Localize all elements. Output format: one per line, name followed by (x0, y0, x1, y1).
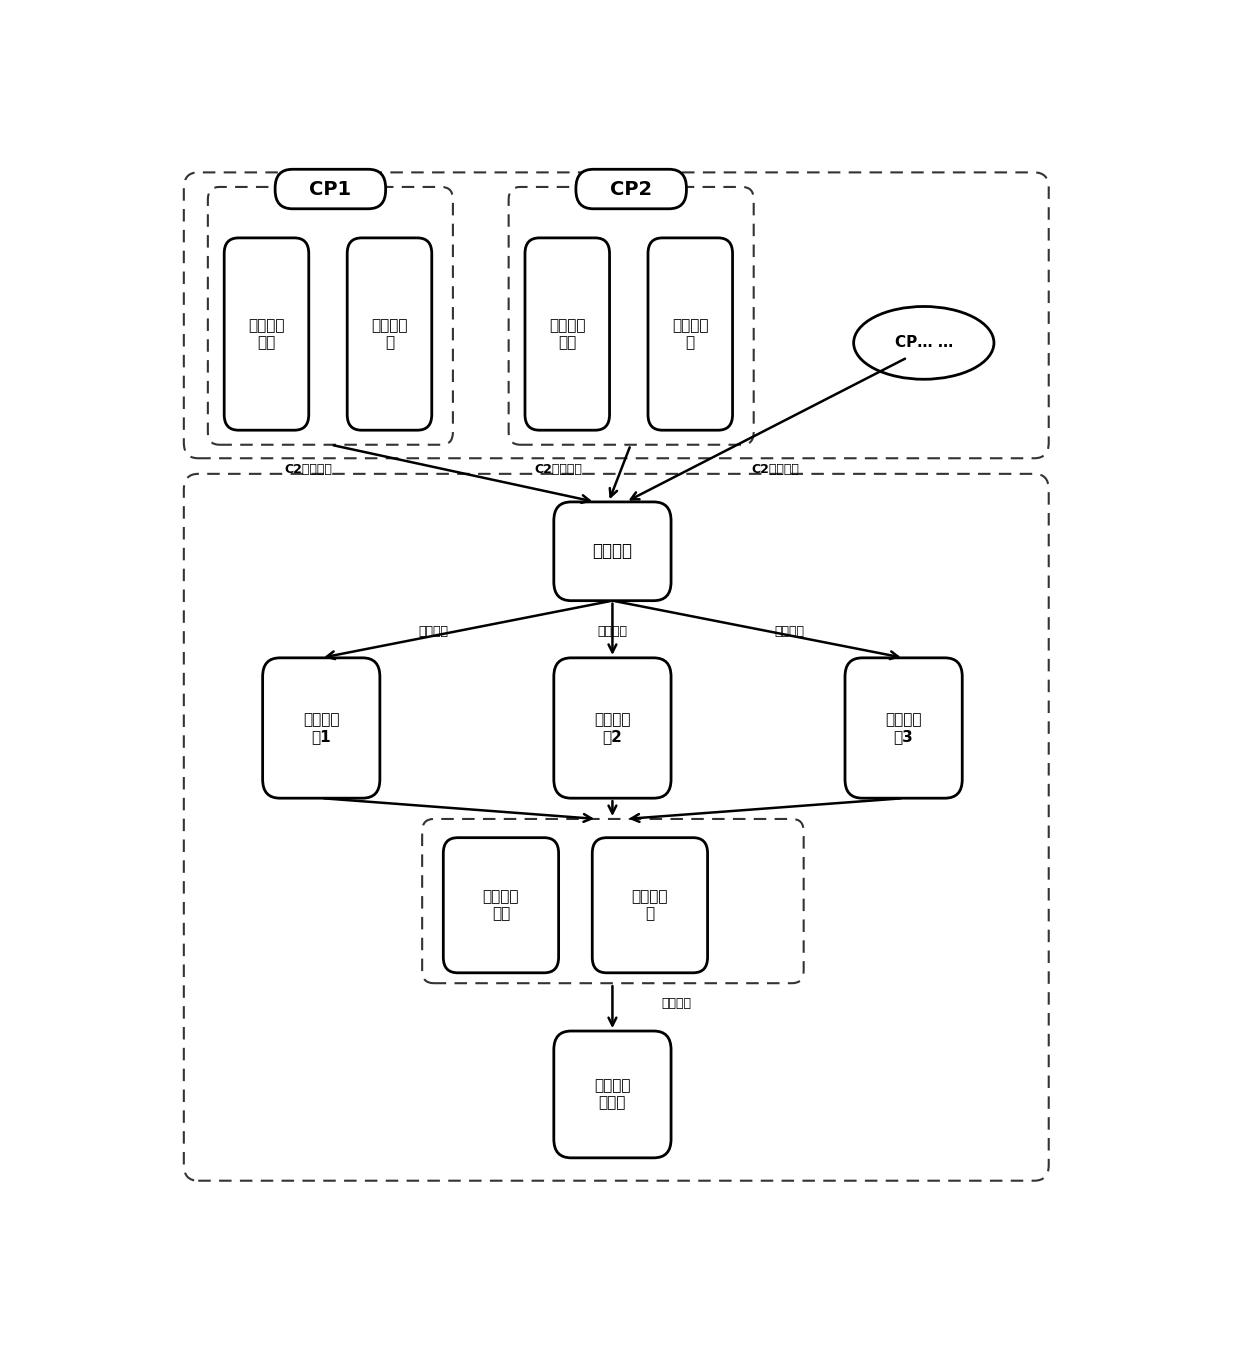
Text: C2消息下发: C2消息下发 (751, 463, 799, 477)
FancyBboxPatch shape (844, 657, 962, 798)
Text: 内容管理
系统: 内容管理 系统 (549, 317, 585, 350)
Text: 存储服务
器: 存储服务 器 (631, 890, 668, 922)
FancyBboxPatch shape (263, 657, 379, 798)
Text: 负载均衡: 负载均衡 (593, 543, 632, 560)
FancyBboxPatch shape (554, 1031, 671, 1158)
Text: CP1: CP1 (309, 180, 351, 198)
FancyBboxPatch shape (224, 238, 309, 431)
Text: 存储服务
器: 存储服务 器 (371, 317, 408, 350)
FancyBboxPatch shape (525, 238, 610, 431)
Text: 内容管理
系统: 内容管理 系统 (248, 317, 285, 350)
FancyBboxPatch shape (184, 173, 1049, 458)
FancyBboxPatch shape (649, 238, 733, 431)
FancyBboxPatch shape (422, 819, 804, 983)
FancyBboxPatch shape (184, 474, 1049, 1181)
FancyBboxPatch shape (554, 502, 671, 601)
Text: 任务分发: 任务分发 (774, 625, 805, 639)
FancyBboxPatch shape (208, 186, 453, 444)
FancyBboxPatch shape (275, 169, 386, 209)
FancyBboxPatch shape (347, 238, 432, 431)
Text: 接口服务
器2: 接口服务 器2 (594, 711, 631, 744)
Text: 数据库服
务器: 数据库服 务器 (482, 890, 520, 922)
Text: C2消息下发: C2消息下发 (534, 463, 583, 477)
Text: 任务分发: 任务分发 (419, 625, 449, 639)
Text: 数据管理: 数据管理 (662, 998, 692, 1011)
FancyBboxPatch shape (554, 657, 671, 798)
Text: 接口服务
器1: 接口服务 器1 (303, 711, 340, 744)
FancyBboxPatch shape (593, 837, 708, 973)
Ellipse shape (853, 306, 994, 379)
Text: 接口服务
器3: 接口服务 器3 (885, 711, 921, 744)
FancyBboxPatch shape (444, 837, 558, 973)
FancyBboxPatch shape (508, 186, 754, 444)
Text: CP2: CP2 (610, 180, 652, 198)
Text: 存储服务
器: 存储服务 器 (672, 317, 708, 350)
Text: C2消息下发: C2消息下发 (285, 463, 332, 477)
Text: 任务分发: 任务分发 (598, 625, 627, 639)
FancyBboxPatch shape (575, 169, 687, 209)
Text: 管理后台
服务器: 管理后台 服务器 (594, 1079, 631, 1111)
Text: CP… …: CP… … (895, 335, 952, 351)
